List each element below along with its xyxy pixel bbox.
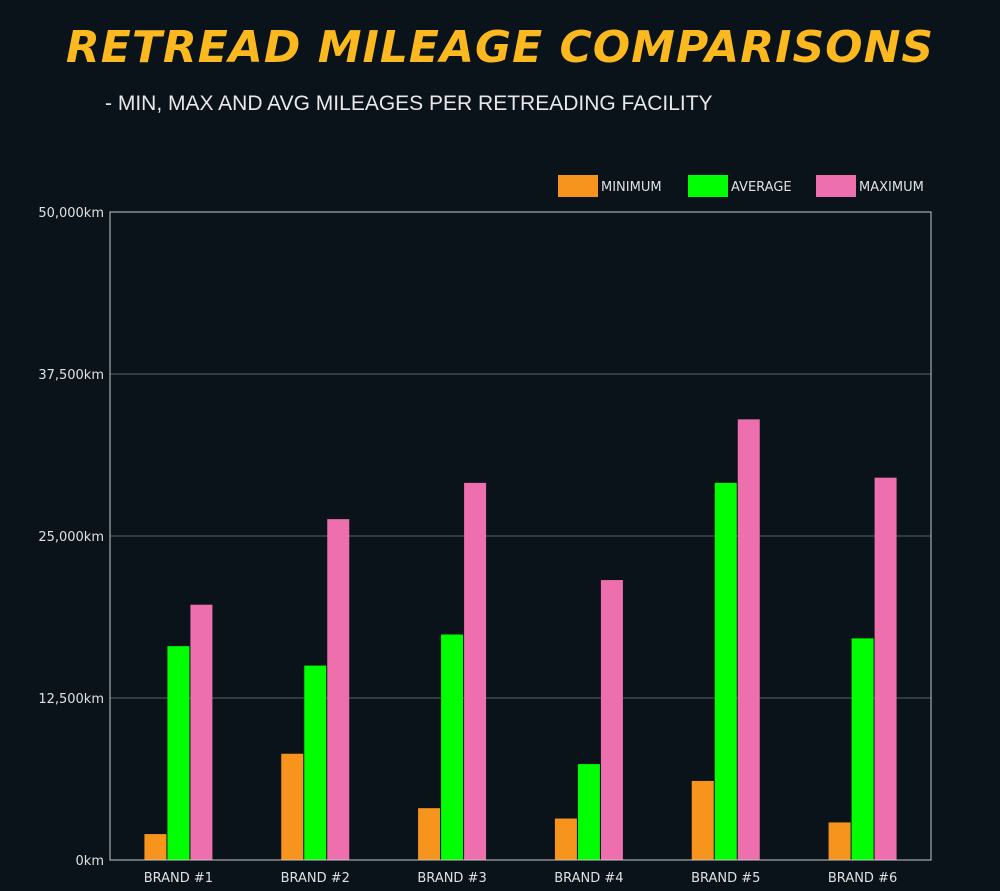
legend-swatch-maximum [816, 175, 856, 197]
bar-minimum-2 [281, 753, 304, 860]
x-tick-label: BRAND #3 [417, 871, 486, 886]
bar-maximum-4 [600, 580, 623, 860]
plot-frame [109, 211, 932, 861]
bar-minimum-1 [144, 834, 167, 860]
grid-lines [110, 373, 931, 699]
bar-maximum-5 [737, 419, 760, 860]
bar-average-2 [304, 665, 327, 860]
bar-minimum-3 [418, 808, 441, 860]
legend-swatch-minimum [558, 175, 598, 197]
bar-maximum-1 [190, 604, 213, 860]
y-axis-ticks: 0km 12,500km 25,000km 37,500km 50,000km [38, 206, 104, 869]
y-tick-label: 12,500km [38, 692, 104, 707]
bar-average-4 [577, 764, 600, 860]
bar-minimum-5 [691, 780, 714, 860]
x-tick-label: BRAND #2 [281, 871, 350, 886]
legend-label-maximum: MAXIMUM [859, 180, 924, 195]
y-tick-label: 0km [76, 854, 104, 869]
legend-label-minimum: MINIMUM [601, 180, 662, 195]
x-tick-label: BRAND #5 [691, 871, 760, 886]
y-tick-label: 25,000km [38, 530, 104, 545]
bar-maximum-2 [327, 519, 350, 860]
bar-average-1 [167, 646, 190, 860]
x-tick-label: BRAND #4 [554, 871, 623, 886]
legend-label-average: AVERAGE [731, 180, 792, 195]
y-tick-label: 37,500km [38, 368, 104, 383]
legend: MINIMUM AVERAGE MAXIMUM [558, 175, 924, 197]
x-axis-ticks: BRAND #1 BRAND #2 BRAND #3 BRAND #4 BRAND #5… [144, 871, 898, 886]
legend-swatch-average [688, 175, 728, 197]
y-tick-label: 50,000km [38, 206, 104, 221]
chart-title: RETREAD MILEAGE COMPARISONS [65, 22, 935, 73]
x-tick-label: BRAND #6 [828, 871, 897, 886]
x-tick-label: BRAND #1 [144, 871, 213, 886]
chart-subtitle: - MIN, MAX AND AVG MILEAGES PER RETREADI… [105, 92, 713, 115]
bar-maximum-6 [874, 477, 897, 860]
bar-average-6 [851, 638, 874, 860]
bar-maximum-3 [464, 482, 487, 860]
bar-minimum-4 [554, 818, 577, 860]
bar-average-3 [441, 634, 464, 860]
bar-average-5 [714, 482, 737, 860]
bar-minimum-6 [828, 822, 851, 860]
bars [144, 419, 897, 860]
